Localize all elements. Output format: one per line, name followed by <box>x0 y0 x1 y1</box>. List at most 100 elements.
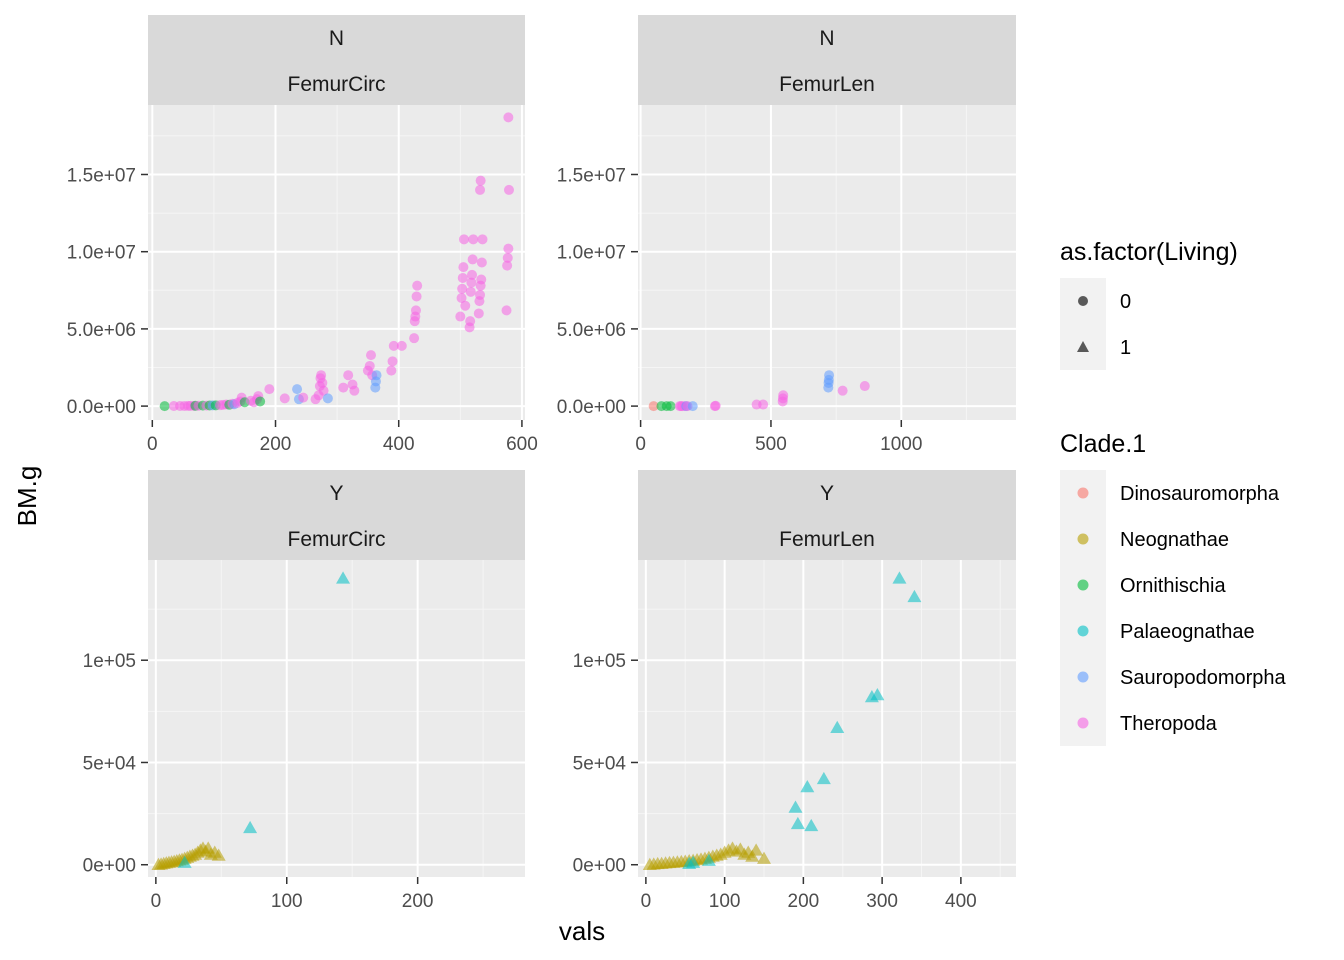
strip-label-top: N <box>329 27 344 50</box>
legend-title-color: Clade.1 <box>1060 430 1146 458</box>
data-point <box>243 820 258 834</box>
data-point <box>837 385 848 396</box>
x-tick-label: 100 <box>271 891 303 912</box>
data-point <box>503 112 514 123</box>
data-point <box>475 289 486 300</box>
data-point <box>264 384 275 395</box>
strip-label-top: Y <box>820 482 834 505</box>
y-tick-label: 0e+00 <box>573 856 626 877</box>
facet-panel: Y FemurLen 0 100 200 300 400 0e+00 5e+04 1e+05 <box>573 470 1016 912</box>
data-point <box>467 254 478 265</box>
data-point <box>475 184 486 195</box>
data-point <box>456 293 467 304</box>
data-point <box>788 800 803 813</box>
x-tick-label: 1000 <box>880 434 922 455</box>
x-tick-label: 400 <box>383 434 415 455</box>
facet-strip <box>638 470 1016 560</box>
legend-title-shape: as.factor(Living) <box>1060 238 1238 266</box>
data-point <box>371 370 382 381</box>
data-point <box>502 252 513 263</box>
y-tick-label: 1.0e+07 <box>557 243 626 264</box>
y-tick-label: 1e+05 <box>83 651 136 672</box>
data-point <box>338 382 349 393</box>
data-point <box>476 274 487 285</box>
data-point <box>475 175 486 186</box>
data-point <box>745 849 760 862</box>
data-point <box>457 272 468 283</box>
x-tick-label: 500 <box>755 434 787 455</box>
legend-label: Dinosauromorpha <box>1120 483 1280 505</box>
strip-label-bottom: FemurLen <box>779 73 875 96</box>
data-point <box>816 771 831 785</box>
data-point <box>255 396 266 407</box>
legend-key-color <box>1077 533 1089 545</box>
data-point <box>211 848 226 861</box>
data-point <box>473 308 484 319</box>
data-point <box>365 350 376 361</box>
y-tick-label: 0e+00 <box>83 856 136 877</box>
facet-strip <box>148 15 525 105</box>
legend-key-circle <box>1078 296 1088 306</box>
y-tick-label: 5e+04 <box>573 753 627 774</box>
data-point <box>859 381 870 392</box>
data-point <box>364 360 375 371</box>
data-point <box>824 370 835 381</box>
data-point <box>177 855 192 868</box>
y-tick-label: 5.0e+06 <box>557 320 626 341</box>
x-tick-label: 100 <box>709 891 741 912</box>
data-point <box>349 385 360 396</box>
strip-label-top: N <box>819 27 834 50</box>
data-point <box>459 234 470 245</box>
legend-label: 0 <box>1120 291 1131 313</box>
y-tick-label: 5e+04 <box>83 753 137 774</box>
data-point <box>758 399 769 410</box>
legend-key-triangle <box>1077 341 1089 352</box>
data-point <box>455 311 466 322</box>
legend-key-color <box>1077 671 1089 683</box>
legend: as.factor(Living) 0 1 Clade.1 Dinosauromorph… <box>1060 238 1287 746</box>
x-tick-label: 400 <box>945 891 977 912</box>
x-tick-label: 600 <box>506 434 538 455</box>
strip-label-bottom: FemurCirc <box>288 528 386 551</box>
x-tick-label: 0 <box>151 891 162 912</box>
data-point <box>477 234 488 245</box>
data-point <box>467 269 478 280</box>
y-tick-label: 0.0e+00 <box>557 397 626 418</box>
data-point <box>648 401 659 412</box>
data-point <box>870 687 885 701</box>
panel-background <box>148 560 525 877</box>
data-point <box>830 720 845 733</box>
legend-key-color <box>1077 487 1089 499</box>
x-tick-label: 0 <box>147 434 158 455</box>
facet-strip <box>148 470 525 560</box>
data-point <box>386 365 397 376</box>
legend-key-color <box>1077 579 1089 591</box>
data-point <box>279 393 290 404</box>
x-tick-label: 300 <box>866 891 898 912</box>
data-point <box>749 843 764 856</box>
y-tick-label: 1.5e+07 <box>557 165 626 186</box>
data-point <box>159 401 170 412</box>
legend-label: Theropoda <box>1120 713 1218 735</box>
data-point <box>317 377 328 388</box>
data-point <box>701 853 716 866</box>
data-point <box>387 356 398 367</box>
x-tick-label: 200 <box>402 891 434 912</box>
panel-background <box>148 105 525 420</box>
data-point <box>804 818 819 832</box>
data-point <box>316 370 327 381</box>
x-tick-label: 200 <box>788 891 820 912</box>
data-point <box>298 392 309 403</box>
legend-key-color <box>1077 625 1089 637</box>
data-point <box>466 277 477 288</box>
data-point <box>800 780 815 793</box>
legend-label: Palaeognathae <box>1120 621 1255 643</box>
data-point <box>457 283 468 294</box>
data-point <box>503 184 514 195</box>
data-point <box>465 316 476 327</box>
facet-panel: N FemurCirc 0 200 400 600 0.0e+00 5.0e+06 1.0e+0… <box>67 15 538 455</box>
strip-label-top: Y <box>329 482 343 505</box>
data-point <box>460 300 471 311</box>
data-point <box>907 589 922 603</box>
facet-panel: N FemurLen 0 500 1000 0.0e+00 5.0e+06 1.0e+07 1.… <box>557 15 1016 455</box>
